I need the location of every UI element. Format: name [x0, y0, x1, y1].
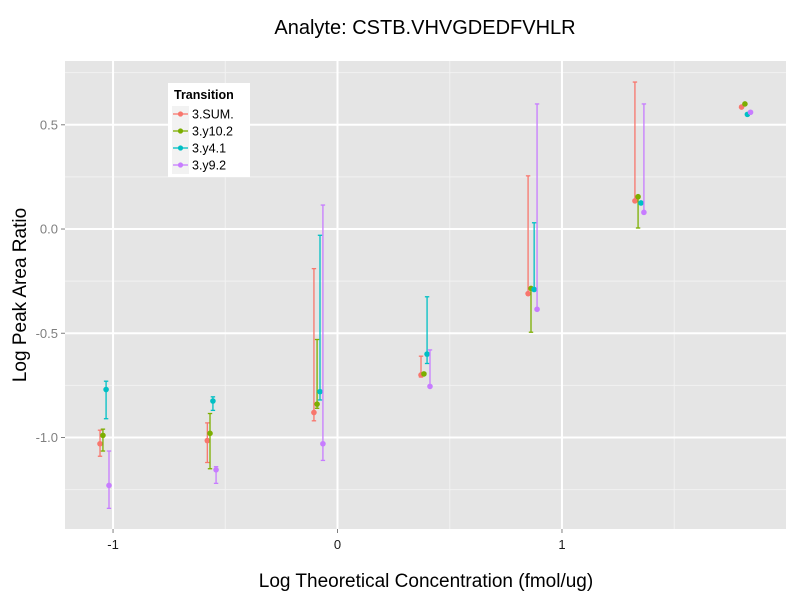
data-point — [311, 409, 317, 416]
data-point — [421, 371, 427, 377]
data-point — [632, 198, 638, 204]
y-axis: 0.5 0.0 -0.5 -1.0 — [36, 117, 65, 445]
data-point — [525, 290, 531, 297]
x-tick-label: 1 — [558, 537, 565, 552]
x-tick-label: 0 — [334, 537, 341, 552]
legend-key-point — [177, 162, 184, 168]
y-tick-label: -0.5 — [36, 326, 58, 341]
data-point — [210, 398, 216, 404]
data-point — [638, 200, 644, 206]
legend-key-point — [177, 111, 184, 117]
data-point — [747, 109, 754, 116]
legend-label: 3.SUM. — [192, 108, 234, 122]
legend: Transition 3.SUM. 3.y10.2 3.y4.1 3.y9.2 — [168, 83, 250, 177]
major-gridlines — [65, 61, 786, 529]
data-point — [314, 401, 320, 407]
series-3-y10-2 — [100, 101, 748, 470]
legend-key-point — [177, 145, 184, 151]
data-point — [320, 440, 326, 447]
data-point — [635, 193, 641, 200]
data-point — [641, 209, 647, 216]
x-tick-label: -1 — [107, 537, 119, 552]
legend-item: 3.y10.2 — [172, 123, 233, 140]
legend-item: 3.y9.2 — [172, 157, 226, 174]
data-point — [207, 430, 213, 437]
series-3-y9-2 — [106, 103, 754, 510]
x-axis: -1 0 1 — [107, 529, 566, 552]
series-3-sum — [97, 81, 745, 464]
data-point — [317, 388, 323, 395]
data-point — [534, 306, 540, 313]
legend-label: 3.y4.1 — [192, 142, 226, 156]
y-tick-label: 0.5 — [40, 117, 58, 132]
legend-key-point — [177, 128, 184, 134]
legend-item: 3.SUM. — [172, 106, 234, 123]
data-point — [100, 432, 106, 439]
data-point — [103, 386, 109, 393]
data-point — [97, 440, 103, 447]
data-point — [531, 286, 537, 293]
x-axis-label: Log Theoretical Concentration (fmol/ug) — [259, 571, 593, 592]
y-tick-label: -1.0 — [36, 430, 58, 445]
data-point — [427, 383, 433, 390]
data-point — [742, 101, 748, 107]
y-tick-label: 0.0 — [40, 222, 58, 237]
chart-title: Analyte: CSTB.VHVGDEDFVHLR — [274, 17, 575, 39]
data-point — [204, 437, 211, 444]
data-point — [213, 466, 219, 473]
legend-label: 3.y10.2 — [192, 125, 233, 139]
legend-item: 3.y4.1 — [172, 140, 226, 157]
legend-label: 3.y9.2 — [192, 159, 226, 173]
legend-title: Transition — [174, 88, 234, 102]
data-point — [424, 351, 430, 357]
data-marks — [97, 81, 754, 510]
series-3-y4-1 — [103, 111, 751, 420]
y-axis-label: Log Peak Area Ratio — [10, 208, 31, 382]
data-point — [106, 482, 112, 489]
